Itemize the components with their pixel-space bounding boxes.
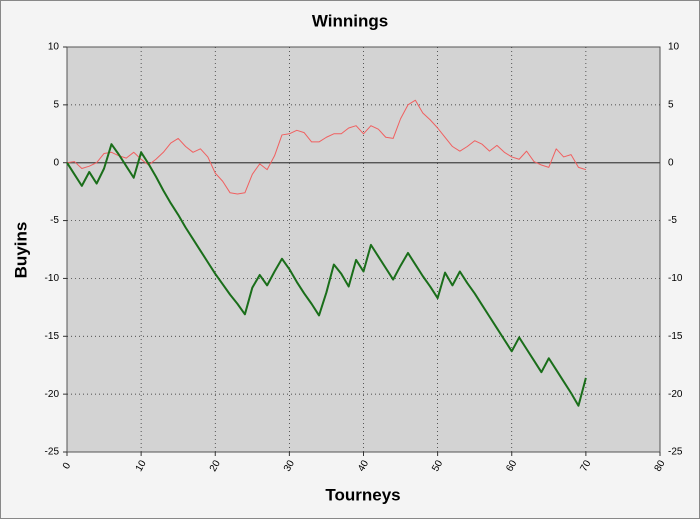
plot-area (66, 46, 661, 453)
y-tick-label-right: -20 (668, 389, 683, 400)
series-line (66, 143, 587, 407)
x-tick-label: 0 (61, 461, 74, 472)
y-axis-label: Buyins (11, 222, 30, 279)
y-tick-label: 0 (53, 157, 59, 168)
x-tick-label: 80 (653, 458, 668, 474)
x-tick-label: 20 (208, 458, 223, 474)
y-tick-label: 10 (48, 42, 60, 53)
y-tick-label-right: -10 (668, 273, 683, 284)
y-tick-label: 5 (53, 99, 59, 110)
x-tick-label: 10 (134, 458, 149, 474)
y-tick-label-right: -25 (668, 447, 683, 458)
chart-title: Winnings (312, 11, 388, 30)
y-tick-label: -25 (45, 447, 60, 458)
y-tick-label-right: 10 (668, 42, 680, 53)
y-tick-label: -20 (45, 389, 60, 400)
x-tick-label: 50 (430, 458, 445, 474)
y-tick-label: -5 (50, 215, 59, 226)
y-tick-label-right: 0 (668, 157, 674, 168)
y-tick-label: -15 (45, 331, 60, 342)
y-tick-label: -10 (45, 273, 60, 284)
y-tick-label-right: 5 (668, 99, 674, 110)
x-tick-label: 40 (356, 458, 371, 474)
x-tick-label: 60 (504, 458, 519, 474)
x-tick-label: 30 (282, 458, 297, 474)
y-tick-label-right: -5 (668, 215, 677, 226)
series-line (66, 99, 587, 195)
y-tick-label-right: -15 (668, 331, 683, 342)
x-tick-label: 70 (578, 458, 593, 474)
x-axis-label: Tourneys (325, 485, 400, 504)
